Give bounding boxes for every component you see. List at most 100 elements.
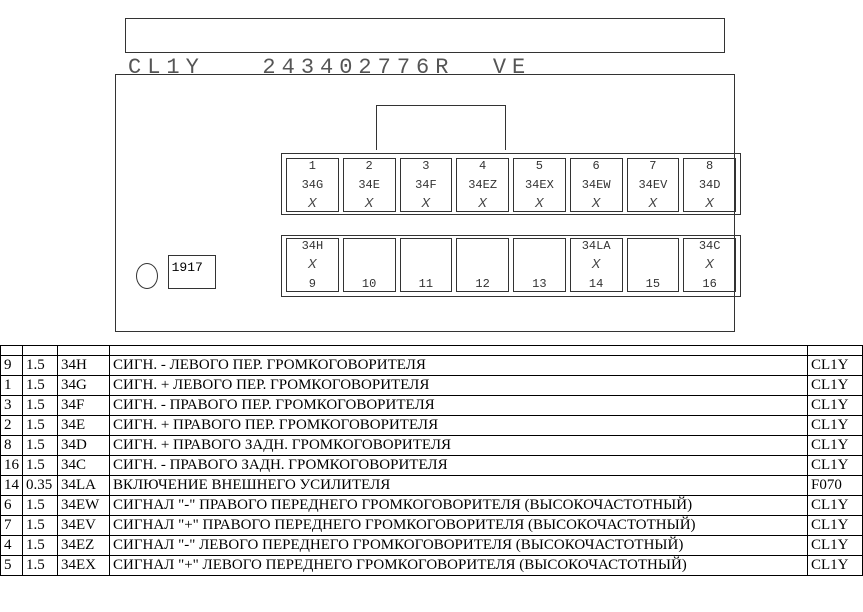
- table-row: 41.534EZСИГНАЛ "-" ЛЕВОГО ПЕРЕДНЕГО ГРОМ…: [1, 536, 863, 556]
- col-desc: СИГН. - ПРАВОГО ЗАДН. ГРОМКОГОВОРИТЕЛЯ: [110, 456, 808, 476]
- col-pin: 16: [1, 456, 23, 476]
- pin-x: X: [535, 198, 543, 210]
- pin-15: 15: [627, 238, 680, 292]
- signal-table: 91.534HСИГН. - ЛЕВОГО ПЕР. ГРОМКОГОВОРИТ…: [0, 345, 863, 576]
- col-pin: 7: [1, 516, 23, 536]
- col-code: 34D: [58, 436, 110, 456]
- col-conn: CL1Y: [808, 516, 863, 536]
- pin-x: [535, 253, 543, 265]
- fuse-label: 1917: [168, 255, 216, 289]
- col-desc: СИГНАЛ "+" ПРАВОГО ПЕРЕДНЕГО ГРОМКОГОВОР…: [110, 516, 808, 536]
- col-pin: 8: [1, 436, 23, 456]
- pin-number: 4: [479, 160, 486, 172]
- col-pin: 1: [1, 376, 23, 396]
- locator-circle-icon: [136, 263, 158, 289]
- col-desc: СИГНАЛ "-" ЛЕВОГО ПЕРЕДНЕГО ГРОМКОГОВОРИ…: [110, 536, 808, 556]
- pin-x: X: [592, 259, 600, 271]
- col-desc: СИГН. + ПРАВОГО ЗАДН. ГРОМКОГОВОРИТЕЛЯ: [110, 436, 808, 456]
- table-row: 61.534EWСИГНАЛ "-" ПРАВОГО ПЕРЕДНЕГО ГРО…: [1, 496, 863, 516]
- pin-x: X: [705, 198, 713, 210]
- pin-x: [365, 253, 373, 265]
- col-gauge: 1.5: [23, 376, 58, 396]
- pin-number: 1: [309, 160, 316, 172]
- col-code: 34C: [58, 456, 110, 476]
- col-code: 34F: [58, 396, 110, 416]
- col-gauge: 1.5: [23, 356, 58, 376]
- table-row: 161.534CСИГН. - ПРАВОГО ЗАДН. ГРОМКОГОВО…: [1, 456, 863, 476]
- table-row: 71.534EVСИГНАЛ "+" ПРАВОГО ПЕРЕДНЕГО ГРО…: [1, 516, 863, 536]
- col-conn: CL1Y: [808, 396, 863, 416]
- col-desc: СИГН. + ЛЕВОГО ПЕР. ГРОМКОГОВОРИТЕЛЯ: [110, 376, 808, 396]
- pin-code: 34EZ: [468, 179, 497, 191]
- table-row: 31.534FСИГН. - ПРАВОГО ПЕР. ГРОМКОГОВОРИ…: [1, 396, 863, 416]
- col-desc: СИГН. + ПРАВОГО ПЕР. ГРОМКОГОВОРИТЕЛЯ: [110, 416, 808, 436]
- col-desc: СИГН. - ПРАВОГО ПЕР. ГРОМКОГОВОРИТЕЛЯ: [110, 396, 808, 416]
- col-desc: ВКЛЮЧЕНИЕ ВНЕШНЕГО УСИЛИТЕЛЯ: [110, 476, 808, 496]
- pin-2: 234EX: [343, 158, 396, 212]
- pin-x: X: [365, 198, 373, 210]
- pin-code: 34H: [302, 240, 324, 252]
- col-conn: CL1Y: [808, 536, 863, 556]
- pin-code: 34EV: [638, 179, 667, 191]
- pin-5: 534EXX: [513, 158, 566, 212]
- col-code: 34EW: [58, 496, 110, 516]
- connector-tab: [376, 105, 506, 150]
- pin-13: 13: [513, 238, 566, 292]
- pin-number: 10: [362, 278, 376, 290]
- col-conn: CL1Y: [808, 556, 863, 576]
- table-row: 51.534EXСИГНАЛ "+" ЛЕВОГО ПЕРЕДНЕГО ГРОМ…: [1, 556, 863, 576]
- pin-code: 34LA: [582, 240, 611, 252]
- col-code: 34LA: [58, 476, 110, 496]
- pin-x: X: [422, 198, 430, 210]
- pin-code: 34F: [415, 179, 437, 191]
- col-pin: 4: [1, 536, 23, 556]
- pin-x: X: [592, 198, 600, 210]
- col-code: 34H: [58, 356, 110, 376]
- pin-number: 15: [646, 278, 660, 290]
- col-gauge: 1.5: [23, 456, 58, 476]
- pin-x: X: [308, 259, 316, 271]
- pin-number: 8: [706, 160, 713, 172]
- table-row: 81.534DСИГН. + ПРАВОГО ЗАДН. ГРОМКОГОВОР…: [1, 436, 863, 456]
- col-code: 34E: [58, 416, 110, 436]
- pin-8: 8 34D X: [683, 158, 736, 212]
- pin-x: [649, 253, 657, 265]
- pin-x: X: [705, 259, 713, 271]
- pin-row-top: 134GX234EX334FX434EZX534EXX634EWX734EVX8…: [281, 153, 741, 215]
- table-row: 140.3534LAВКЛЮЧЕНИЕ ВНЕШНЕГО УСИЛИТЕЛЯF0…: [1, 476, 863, 496]
- col-gauge: 1.5: [23, 536, 58, 556]
- pin-number: 13: [532, 278, 546, 290]
- table-row: 11.534GСИГН. + ЛЕВОГО ПЕР. ГРОМКОГОВОРИТ…: [1, 376, 863, 396]
- pin-code: 34G: [302, 179, 324, 191]
- pin-number: 7: [649, 160, 656, 172]
- col-desc: СИГНАЛ "+" ЛЕВОГО ПЕРЕДНЕГО ГРОМКОГОВОРИ…: [110, 556, 808, 576]
- col-pin: 9: [1, 356, 23, 376]
- pin-code: 34E: [358, 179, 380, 191]
- pin-x: X: [308, 198, 316, 210]
- col-gauge: 1.5: [23, 556, 58, 576]
- pin-row-bottom: 9X34H10 11 12 13 14X34LA15 16X34C: [281, 235, 741, 297]
- col-conn: CL1Y: [808, 436, 863, 456]
- pin-number: 16: [702, 278, 716, 290]
- col-gauge: 1.5: [23, 436, 58, 456]
- pin-number: 6: [593, 160, 600, 172]
- pin-x: X: [649, 198, 657, 210]
- pin-code: 34C: [699, 240, 721, 252]
- col-conn: F070: [808, 476, 863, 496]
- col-pin: 2: [1, 416, 23, 436]
- col-conn: CL1Y: [808, 376, 863, 396]
- pin-16: 16 X 34C: [683, 238, 736, 292]
- col-code: 34EZ: [58, 536, 110, 556]
- table-row: 91.534HСИГН. - ЛЕВОГО ПЕР. ГРОМКОГОВОРИТ…: [1, 356, 863, 376]
- pin-7: 7 34EV X: [627, 158, 680, 212]
- col-code: 34EX: [58, 556, 110, 576]
- col-gauge: 1.5: [23, 396, 58, 416]
- header-bar: [125, 18, 725, 53]
- pin-code: 34D: [699, 179, 721, 191]
- col-code: 34EV: [58, 516, 110, 536]
- pin-11: 11: [400, 238, 453, 292]
- pin-12: 12: [456, 238, 509, 292]
- pin-number: 3: [422, 160, 429, 172]
- col-gauge: 0.35: [23, 476, 58, 496]
- pin-6: 634EWX: [570, 158, 623, 212]
